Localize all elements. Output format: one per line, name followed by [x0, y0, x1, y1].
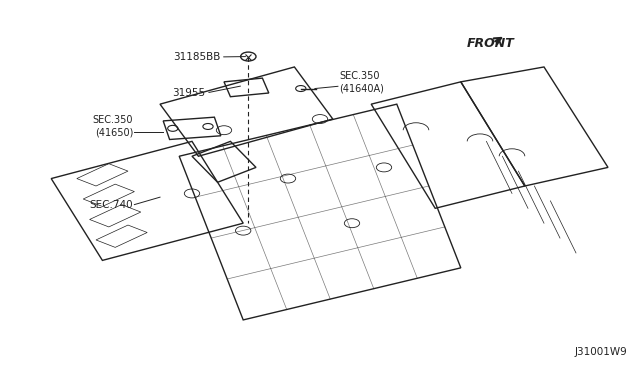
Text: SEC.350
(41640A): SEC.350 (41640A) — [339, 71, 384, 94]
Circle shape — [241, 52, 256, 61]
Text: 31185BB: 31185BB — [173, 52, 220, 62]
Text: J31001W9: J31001W9 — [575, 347, 627, 357]
Text: FRONT: FRONT — [467, 38, 515, 50]
Text: SEC.350
(41650): SEC.350 (41650) — [93, 115, 133, 138]
Text: 31955: 31955 — [172, 88, 205, 98]
Text: SEC.740: SEC.740 — [90, 200, 133, 209]
